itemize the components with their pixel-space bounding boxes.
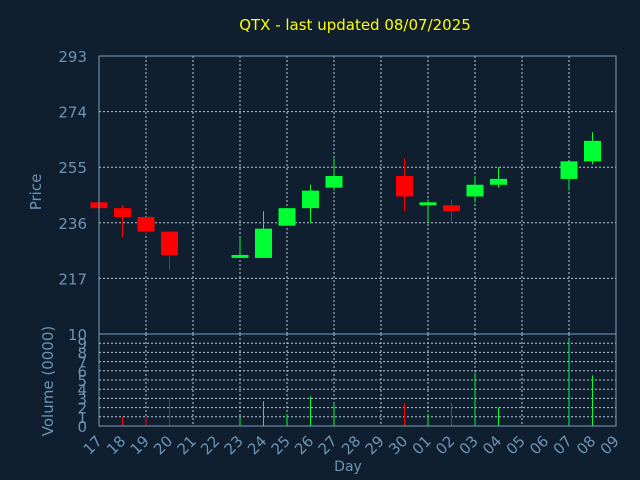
chart-title: QTX - last updated 08/07/2025: [239, 16, 471, 34]
candle-up: [255, 211, 272, 258]
volume-axis-label: Volume (0000): [39, 326, 57, 436]
x-tick-label: 20: [150, 432, 176, 458]
x-tick-label: 02: [432, 432, 458, 458]
candle-body: [443, 205, 460, 212]
candle-body: [325, 175, 343, 188]
candle-body: [231, 254, 249, 258]
volume-tick-label: 3: [77, 390, 87, 408]
candle-down: [114, 205, 131, 238]
volume-tick-label: 9: [77, 335, 87, 353]
x-axis-label: Day: [334, 459, 362, 475]
candle-body: [419, 202, 437, 206]
x-tick-label: 08: [573, 432, 599, 458]
volume-bars: [122, 338, 593, 426]
price-tick-label: 217: [58, 270, 87, 288]
volume-tick-label: 5: [77, 372, 87, 390]
x-tick-label: 24: [244, 432, 270, 458]
candle-down: [396, 158, 413, 212]
candle-body: [161, 231, 178, 255]
candle-down: [137, 216, 155, 235]
candle-down: [161, 231, 178, 270]
candle-body: [584, 140, 601, 162]
candle-up: [231, 237, 249, 258]
volume-tick-label: 4: [77, 381, 87, 399]
price-tick-label: 255: [58, 159, 87, 177]
x-tick-label: 26: [291, 432, 317, 458]
x-tick-label: 09: [597, 432, 623, 458]
x-tick-label: 04: [479, 432, 505, 458]
price-grid: [98, 55, 617, 334]
candle-body: [490, 178, 507, 185]
candle-up: [278, 208, 296, 226]
volume-tick-label: 8: [77, 344, 87, 362]
volume-tick-label: 1: [77, 409, 87, 427]
x-tick-label: 23: [221, 432, 247, 458]
volume-tick-label: 2: [77, 400, 87, 418]
volume-panel-frame: [98, 333, 617, 427]
volume-tick-label: 7: [77, 354, 87, 372]
price-tick-labels: 217 236 255 274 293: [58, 48, 87, 288]
x-tick-label: 06: [526, 432, 552, 458]
x-tick-label: 18: [103, 432, 129, 458]
candle-down: [443, 199, 460, 223]
candle-body: [114, 208, 131, 217]
candle-body: [560, 161, 578, 179]
price-axis-label: Price: [27, 174, 45, 211]
x-tick-label: 05: [503, 432, 529, 458]
volume-tick-label: 10: [68, 326, 87, 344]
x-tick-label: 29: [362, 432, 388, 458]
candle-body: [255, 228, 272, 258]
x-tick-label: 07: [550, 432, 576, 458]
volume-tick-label: 0: [77, 418, 87, 436]
x-tick-label: 25: [268, 432, 294, 458]
candle-body: [278, 208, 296, 226]
price-tick-label: 274: [58, 104, 87, 122]
x-tick-label: 30: [385, 432, 411, 458]
candle-up: [419, 199, 437, 223]
volume-tick-label: 6: [77, 363, 87, 381]
x-tick-label: 28: [338, 432, 364, 458]
candle-up: [584, 132, 601, 165]
x-tick-label: 17: [80, 432, 106, 458]
candle-up: [466, 175, 484, 203]
x-tick-labels: 1718192021222324252627282930010203040506…: [80, 432, 623, 458]
x-tick-label: 27: [315, 432, 341, 458]
x-tick-label: 19: [127, 432, 153, 458]
price-tick-label: 293: [58, 48, 87, 66]
candle-up: [325, 158, 343, 191]
x-tick-label: 01: [409, 432, 435, 458]
candle-body: [466, 184, 484, 197]
volume-grid: [98, 334, 617, 426]
price-tick-label: 236: [58, 215, 87, 233]
x-tick-label: 21: [174, 432, 200, 458]
candle-body: [137, 216, 155, 232]
x-tick-label: 22: [197, 432, 223, 458]
candles: [90, 132, 601, 270]
candle-body: [396, 175, 413, 197]
candle-up: [302, 184, 319, 223]
price-panel-frame: [98, 55, 617, 335]
candle-up: [560, 161, 578, 191]
candle-body: [302, 190, 319, 209]
x-tick-label: 03: [456, 432, 482, 458]
candle-up: [490, 167, 507, 188]
